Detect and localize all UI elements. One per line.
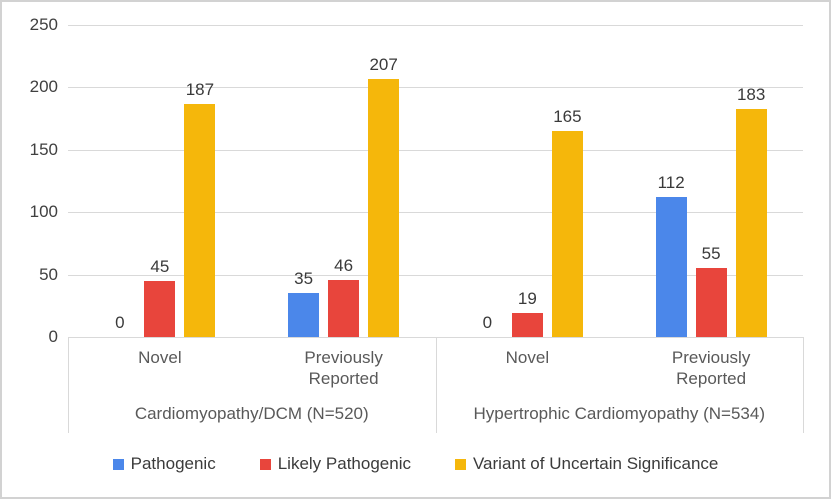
y-axis-tick-label: 250 <box>29 15 58 34</box>
legend-item: Pathogenic <box>112 454 216 474</box>
y-axis-tick-label: 200 <box>29 77 58 97</box>
category-label: Novel <box>138 348 182 367</box>
bar <box>735 108 767 337</box>
bar-value-label: 207 <box>369 54 398 74</box>
bar <box>184 103 216 337</box>
gridline <box>68 274 803 276</box>
bar <box>288 293 320 337</box>
legend: Pathogenic Likely Pathogenic Variant of Un… <box>2 454 829 474</box>
gridline <box>68 212 803 214</box>
bar-value-label: 0 <box>482 313 493 332</box>
legend-swatch-icon <box>112 458 124 470</box>
gridline <box>68 149 803 151</box>
legend-label: Pathogenic <box>130 454 216 473</box>
bar-value-label: 45 <box>150 256 170 276</box>
legend-swatch-icon <box>259 458 271 470</box>
bar <box>695 268 727 337</box>
legend-label: Likely Pathogenic <box>277 454 411 473</box>
category-separator-line <box>803 337 804 433</box>
y-axis-tick-label: 100 <box>29 202 58 222</box>
legend-swatch-icon <box>454 458 466 470</box>
category-separator-line <box>435 337 437 433</box>
bar-value-label: 0 <box>115 313 125 332</box>
bar-value-label: 19 <box>517 289 537 309</box>
y-axis-tick-label: 150 <box>29 139 58 159</box>
bar <box>368 78 400 337</box>
y-axis-tick-label: 0 <box>48 327 58 346</box>
legend-label: Variant of Uncertain Significance <box>472 454 719 473</box>
bar-value-label: 187 <box>185 79 215 99</box>
bar-value-label: 183 <box>736 84 766 104</box>
bar <box>328 279 360 337</box>
legend-item: Variant of Uncertain Significance <box>454 454 719 474</box>
bar-value-label: 112 <box>657 173 685 193</box>
category-label: Novel <box>505 348 550 367</box>
category-label: Previously Reported <box>304 348 383 388</box>
category-label: Previously Reported <box>671 348 751 388</box>
bar-value-label: 46 <box>334 255 354 275</box>
bar <box>144 280 176 337</box>
group-label: Hypertrophic Cardiomyopathy (N=534) <box>473 404 766 423</box>
gridline <box>68 25 803 26</box>
legend-item: Likely Pathogenic <box>259 454 411 474</box>
bar-value-label: 35 <box>294 269 314 289</box>
group-label: Cardiomyopathy/DCM (N=520) <box>134 404 369 423</box>
bar-value-label: 165 <box>553 107 582 127</box>
bar <box>511 313 543 337</box>
bar <box>655 197 687 337</box>
bar-value-label: 55 <box>701 244 721 264</box>
gridline <box>68 87 803 89</box>
y-axis-tick-label: 50 <box>39 264 58 284</box>
bar <box>551 131 583 337</box>
category-separator-line <box>68 337 69 433</box>
